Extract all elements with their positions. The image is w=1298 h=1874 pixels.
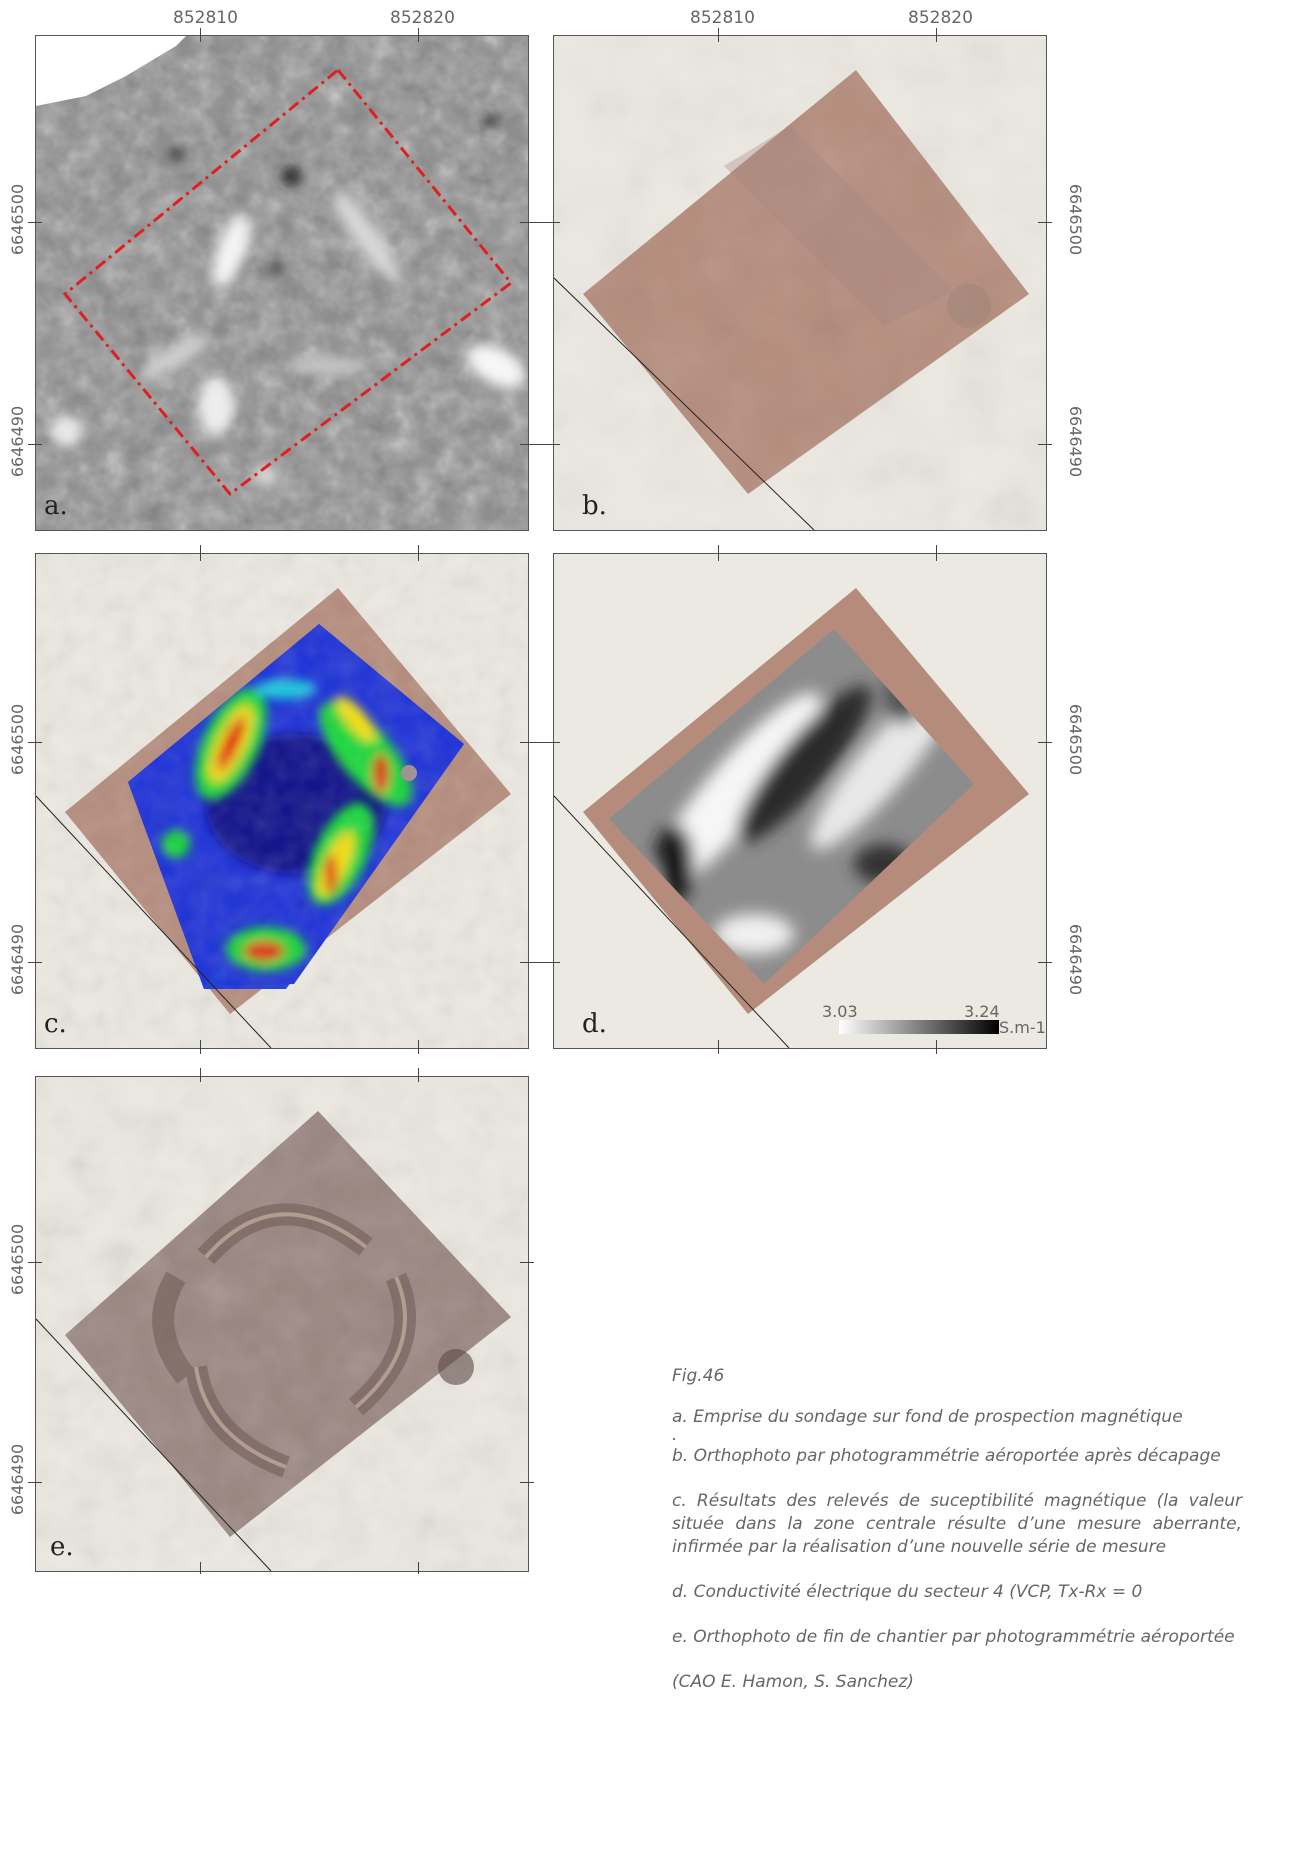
panel-d-label: d. bbox=[582, 1009, 607, 1039]
tick bbox=[520, 444, 560, 445]
tick bbox=[936, 545, 937, 561]
orthophoto-graphic bbox=[554, 36, 1046, 530]
conductivity-legend-bar bbox=[839, 1020, 999, 1034]
panel-b-orthophoto: b. bbox=[553, 35, 1047, 531]
legend-min-label: 3.03 bbox=[822, 1002, 858, 1021]
y-coord-label-a-2: 6646490 bbox=[8, 405, 28, 478]
x-coord-label-left-1: 852810 bbox=[173, 8, 238, 28]
panel-a-label: a. bbox=[44, 491, 68, 521]
tick bbox=[28, 962, 42, 963]
tick bbox=[28, 742, 42, 743]
tick bbox=[936, 1040, 937, 1054]
panel-c-susceptibility: c. bbox=[35, 553, 529, 1049]
y-coord-label-d-2: 6646490 bbox=[1066, 923, 1086, 996]
tick bbox=[28, 1262, 42, 1263]
tick bbox=[718, 545, 719, 561]
tick bbox=[28, 222, 42, 223]
conductivity-map-graphic bbox=[554, 554, 1046, 1048]
caption-item-a: a. Emprise du sondage sur fond de prospe… bbox=[672, 1407, 1183, 1427]
legend-unit-label: S.m-1 bbox=[999, 1018, 1046, 1037]
magnetic-map-graphic bbox=[36, 36, 528, 530]
caption-item-c: c. Résultats des relevés de suceptibilit… bbox=[672, 1491, 1242, 1557]
tick bbox=[718, 1040, 719, 1054]
panel-e-label: e. bbox=[50, 1532, 74, 1562]
tick bbox=[200, 1068, 201, 1082]
tick bbox=[418, 1040, 419, 1054]
tick bbox=[28, 444, 42, 445]
final-orthophoto-graphic bbox=[36, 1077, 528, 1571]
x-coord-label-right-1: 852810 bbox=[690, 8, 755, 28]
panel-c-label: c. bbox=[44, 1009, 67, 1039]
caption-fig-number: Fig.46 bbox=[672, 1366, 725, 1386]
tick bbox=[520, 742, 560, 743]
susceptibility-map-graphic bbox=[36, 554, 528, 1048]
tick bbox=[418, 28, 419, 42]
tick bbox=[520, 962, 560, 963]
tick bbox=[418, 1068, 419, 1082]
caption-item-b: b. Orthophoto par photogrammétrie aéropo… bbox=[672, 1446, 1221, 1466]
tick bbox=[718, 28, 719, 42]
tick bbox=[418, 545, 419, 561]
tick bbox=[200, 545, 201, 561]
legend-max-label: 3.24 bbox=[964, 1002, 1000, 1021]
x-coord-label-left-2: 852820 bbox=[390, 8, 455, 28]
caption-item-a-dot: . bbox=[672, 1425, 678, 1445]
panel-a-magnetic-map: a. bbox=[35, 35, 529, 531]
caption-item-d: d. Conductivité électrique du secteur 4 … bbox=[672, 1582, 1143, 1602]
tick bbox=[520, 222, 560, 223]
tick bbox=[520, 1482, 534, 1483]
y-coord-label-c-2: 6646490 bbox=[8, 923, 28, 996]
y-coord-label-b-1: 6646500 bbox=[1066, 183, 1086, 256]
tick bbox=[200, 1040, 201, 1054]
caption-credit: (CAO E. Hamon, S. Sanchez) bbox=[672, 1672, 914, 1692]
tick bbox=[1038, 962, 1052, 963]
tick bbox=[28, 1482, 42, 1483]
tick bbox=[200, 28, 201, 42]
x-coord-label-right-2: 852820 bbox=[908, 8, 973, 28]
survey-outline bbox=[62, 67, 514, 497]
tick bbox=[1038, 222, 1052, 223]
panel-d-conductivity: 3.03 3.24 S.m-1 d. bbox=[553, 553, 1047, 1049]
figure-caption: Fig.46 a. Emprise du sondage sur fond de… bbox=[672, 1365, 1298, 1694]
tick bbox=[418, 1562, 419, 1574]
tick bbox=[936, 28, 937, 42]
y-coord-label-e-2: 6646490 bbox=[8, 1443, 28, 1516]
y-coord-label-d-1: 6646500 bbox=[1066, 703, 1086, 776]
panel-e-final-orthophoto: e. bbox=[35, 1076, 529, 1572]
caption-item-e: e. Orthophoto de fin de chantier par pho… bbox=[672, 1627, 1235, 1647]
tick bbox=[200, 1562, 201, 1574]
y-coord-label-b-2: 6646490 bbox=[1066, 405, 1086, 478]
panel-b-label: b. bbox=[582, 491, 607, 521]
tick bbox=[1038, 742, 1052, 743]
y-coord-label-a-1: 6646500 bbox=[8, 183, 28, 256]
y-coord-label-e-1: 6646500 bbox=[8, 1223, 28, 1296]
tick bbox=[520, 1262, 534, 1263]
y-coord-label-c-1: 6646500 bbox=[8, 703, 28, 776]
tick bbox=[1038, 444, 1052, 445]
